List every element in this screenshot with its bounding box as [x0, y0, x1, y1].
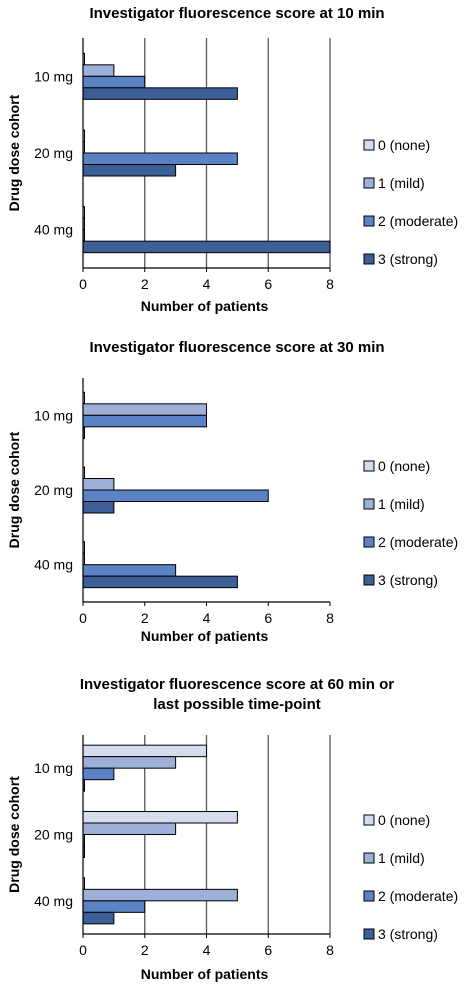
legend-label: 3 (strong) [378, 251, 438, 267]
chart-panel-30min: Investigator fluorescence score at 30 mi… [0, 332, 474, 657]
x-tick-label: 2 [141, 610, 149, 626]
bar-3-40mg [82, 911, 115, 925]
bar-1-10mg [82, 756, 177, 769]
legend-swatch [363, 460, 375, 472]
bar-2-10mg [82, 767, 115, 781]
y-tick-label: 20 mg [34, 482, 73, 498]
legend-label: 3 (strong) [378, 926, 438, 942]
y-axis-title: Drug dose cohort [6, 776, 22, 893]
bar-3-40mg [82, 575, 238, 589]
chart-svg: 10 mg 20 mg 40 mg 0 2 4 6 8 Number of patients Dr… [6, 38, 458, 314]
legend-swatch [363, 139, 375, 151]
y-axis-title: Drug dose cohort [6, 94, 22, 211]
bar-2-40mg [82, 900, 146, 913]
legend-label: 2 (moderate) [378, 213, 458, 229]
legend-label: 2 (moderate) [378, 888, 458, 904]
bar-3-40mg [82, 240, 331, 254]
legend-swatch [363, 852, 375, 864]
bar-2-40mg [82, 564, 177, 577]
bar-1-40mg [82, 888, 238, 902]
x-tick-label: 4 [203, 610, 211, 626]
legend-swatch [363, 890, 375, 902]
y-axis-title: Drug dose cohort [6, 431, 22, 548]
chart-title: Investigator fluorescence score at 60 mi… [0, 675, 474, 715]
chart-title-text: Investigator fluorescence score at 10 mi… [89, 5, 385, 22]
chart-title: Investigator fluorescence score at 30 mi… [0, 338, 474, 358]
y-tick-label: 40 mg [34, 557, 73, 573]
x-tick-label: 8 [326, 610, 334, 626]
chart-title-line-1: Investigator fluorescence score at 60 mi… [79, 676, 395, 693]
bar-2-20mg [82, 152, 238, 165]
legend-swatch [363, 574, 375, 586]
chart-panel-60min: Investigator fluorescence score at 60 mi… [0, 668, 474, 988]
x-tick-label: 4 [203, 942, 211, 958]
chart-panel-10min: Investigator fluorescence score at 10 mi… [0, 0, 474, 315]
legend-swatch [363, 215, 375, 227]
legend-label: 1 (mild) [378, 850, 425, 866]
legend-label: 2 (moderate) [378, 534, 458, 550]
x-tick-label: 0 [79, 276, 87, 292]
x-tick-label: 0 [79, 942, 87, 958]
legend-label: 1 (mild) [378, 175, 425, 191]
y-tick-label: 10 mg [34, 760, 73, 776]
chart-svg: 10 mg 20 mg 40 mg 0 2 4 6 8 Number of patients Dr… [6, 735, 458, 982]
legend-label: 3 (strong) [378, 572, 438, 588]
bar-1-20mg [82, 822, 177, 835]
bar-3-20mg [82, 164, 177, 177]
x-tick-label: 2 [141, 942, 149, 958]
y-tick-label: 10 mg [34, 68, 73, 84]
y-tick-label: 20 mg [34, 145, 73, 161]
chart-svg: 10 mg 20 mg 40 mg 0 2 4 6 8 Number of patients Dr… [6, 378, 458, 644]
y-tick-label: 10 mg [34, 407, 73, 423]
bar-2-10mg [82, 414, 207, 428]
x-tick-label: 6 [264, 610, 272, 626]
x-axis-title: Number of patients [141, 966, 269, 982]
chart-title: Investigator fluorescence score at 10 mi… [0, 4, 474, 24]
legend-label: 0 (none) [378, 812, 430, 828]
x-axis-title: Number of patients [141, 628, 269, 644]
y-tick-label: 20 mg [34, 827, 73, 843]
x-tick-label: 8 [326, 942, 334, 958]
x-tick-label: 6 [264, 276, 272, 292]
legend-swatch [363, 814, 375, 826]
y-tick-label: 40 mg [34, 222, 73, 238]
y-tick-label: 40 mg [34, 893, 73, 909]
bar-0-20mg [82, 811, 238, 824]
bar-3-10mg [82, 87, 238, 100]
legend-swatch [363, 498, 375, 510]
x-tick-label: 0 [79, 610, 87, 626]
chart-title-text: Investigator fluorescence score at 30 mi… [89, 339, 385, 356]
legend-label: 1 (mild) [378, 496, 425, 512]
chart-title-line-2: last possible time-point [153, 696, 321, 713]
bar-2-10mg [82, 75, 146, 89]
x-tick-label: 6 [264, 942, 272, 958]
bar-3-20mg [82, 501, 115, 514]
legend-label: 0 (none) [378, 137, 430, 153]
x-axis-title: Number of patients [141, 298, 269, 314]
legend-swatch [363, 536, 375, 548]
legend-label: 0 (none) [378, 458, 430, 474]
bar-1-10mg [82, 403, 207, 416]
bar-0-10mg [82, 744, 207, 758]
x-tick-label: 2 [141, 276, 149, 292]
x-tick-label: 8 [326, 276, 334, 292]
bar-1-10mg [82, 64, 115, 77]
bar-2-20mg [82, 489, 269, 502]
legend-swatch [363, 928, 375, 940]
legend-swatch [363, 177, 375, 189]
x-tick-label: 4 [203, 276, 211, 292]
legend-swatch [363, 253, 375, 265]
bar-1-20mg [82, 478, 115, 491]
